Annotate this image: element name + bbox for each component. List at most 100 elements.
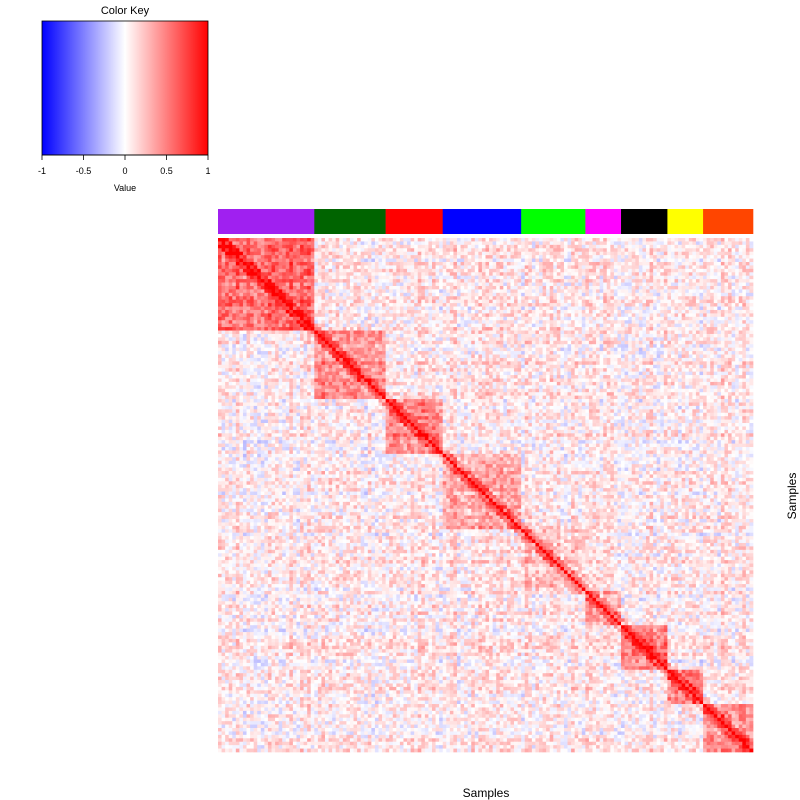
heatmap-cell (303, 306, 308, 311)
heatmap-cell (267, 303, 272, 307)
heatmap-cell (578, 296, 583, 301)
heatmap-cell (745, 268, 750, 273)
heatmap-cell (517, 238, 522, 242)
heatmap-cell (603, 340, 608, 345)
heatmap-cell (303, 292, 308, 297)
heatmap-cell (585, 316, 590, 321)
heatmap-cell (695, 323, 700, 328)
heatmap-matrix (218, 238, 754, 753)
heatmap-cell (649, 244, 654, 249)
heatmap-cell (478, 275, 483, 280)
heatmap-cell (478, 303, 483, 307)
heatmap-cell (553, 313, 558, 318)
heatmap-cell (446, 289, 451, 294)
heatmap-cell (399, 340, 404, 345)
heatmap-cell (471, 285, 476, 290)
heatmap-cell (735, 248, 740, 253)
heatmap-cell (485, 272, 490, 277)
heatmap-cell (592, 333, 597, 338)
heatmap-cell (710, 285, 715, 290)
heatmap-cell (225, 320, 230, 325)
heatmap-cell (471, 323, 476, 328)
heatmap-cell (581, 248, 586, 253)
heatmap-cell (349, 251, 354, 256)
heatmap-cell (464, 309, 469, 314)
heatmap-cell (653, 323, 658, 328)
heatmap-cell (474, 268, 479, 273)
heatmap-cell (342, 340, 347, 345)
heatmap-cell (489, 248, 493, 253)
heatmap-cell (328, 337, 333, 342)
heatmap-cell (660, 306, 665, 311)
heatmap-cell (613, 272, 618, 277)
heatmap-cell (424, 289, 429, 294)
heatmap-cell (292, 340, 297, 345)
heatmap-cell (731, 296, 736, 301)
heatmap-cell (460, 282, 465, 287)
heatmap-cell (389, 333, 394, 338)
heatmap-cell (531, 268, 536, 273)
heatmap-cell (260, 279, 265, 283)
heatmap-cell (610, 261, 615, 266)
heatmap-cell (239, 282, 244, 287)
heatmap-cell (603, 265, 608, 270)
heatmap-cell (549, 244, 554, 249)
heatmap-cell (460, 268, 465, 273)
heatmap-cell (567, 333, 572, 338)
heatmap-cell (578, 238, 583, 242)
heatmap-cell (717, 255, 722, 259)
heatmap-cell (556, 258, 561, 263)
heatmap-cell (631, 292, 636, 297)
heatmap-cell (571, 327, 576, 331)
heatmap-cell (724, 327, 729, 331)
heatmap-cell (674, 306, 679, 311)
heatmap-cell (357, 316, 362, 321)
heatmap-cell (285, 313, 290, 318)
heatmap-cell (253, 258, 258, 263)
heatmap-cell (228, 292, 233, 297)
heatmap-cell (264, 306, 269, 311)
heatmap-cell (478, 333, 483, 338)
heatmap-cell (275, 279, 279, 283)
heatmap-cell (599, 279, 604, 283)
heatmap-cell (460, 313, 465, 318)
heatmap-cell (642, 261, 647, 266)
heatmap-cell (332, 248, 337, 253)
heatmap-cell (539, 285, 543, 290)
heatmap-cell (321, 285, 326, 290)
heatmap-cell (346, 333, 351, 338)
heatmap-cell (285, 333, 290, 338)
heatmap-cell (296, 285, 301, 290)
heatmap-cell (524, 275, 529, 280)
heatmap-cell (339, 333, 344, 338)
heatmap-cell (310, 320, 315, 325)
heatmap-cell (460, 292, 465, 297)
heatmap-cell (292, 268, 297, 273)
heatmap-cell (275, 258, 279, 263)
heatmap-cell (235, 320, 240, 325)
heatmap-cell (257, 268, 262, 273)
heatmap-cell (474, 327, 479, 331)
heatmap-cell (610, 333, 615, 338)
heatmap-cell (335, 248, 340, 253)
heatmap-cell (731, 344, 736, 349)
heatmap-cell (332, 238, 337, 242)
heatmap-cell (745, 347, 750, 352)
heatmap-cell (228, 309, 233, 314)
heatmap-cell (424, 238, 429, 242)
heatmap-cell (417, 258, 422, 263)
heatmap-cell (563, 244, 568, 249)
heatmap-cell (678, 282, 683, 287)
heatmap-cell (453, 296, 458, 301)
heatmap-cell (382, 258, 386, 263)
heatmap-cell (628, 303, 633, 307)
heatmap-cell (335, 313, 340, 318)
heatmap-cell (592, 327, 597, 331)
heatmap-cell (745, 248, 750, 253)
heatmap-cell (325, 303, 329, 307)
heatmap-cell (546, 323, 551, 328)
heatmap-cell (403, 320, 408, 325)
heatmap-cell (610, 313, 615, 318)
heatmap-cell (485, 333, 490, 338)
heatmap-cell (628, 244, 633, 249)
